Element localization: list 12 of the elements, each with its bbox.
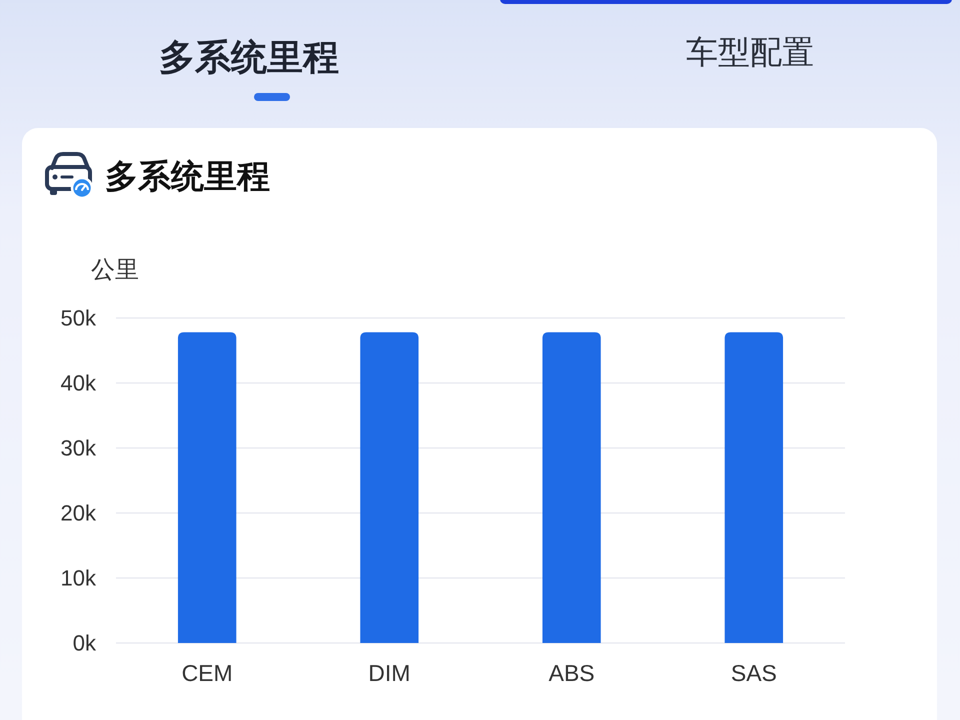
xtick-label: CEM bbox=[182, 660, 233, 686]
ytick-label: 20k bbox=[60, 500, 96, 526]
title: 多系统里程 bbox=[105, 158, 270, 194]
ytick-label: 30k bbox=[60, 436, 96, 460]
xtick-label: SAS bbox=[730, 660, 777, 686]
ytick-label: 10k bbox=[60, 566, 96, 590]
ytick-label: 50k bbox=[60, 306, 96, 330]
xtick-label: DIM bbox=[368, 660, 410, 686]
ytick-label: 40k bbox=[60, 370, 96, 396]
xtick-label: ABS bbox=[548, 660, 595, 686]
ytick-label: 0k bbox=[72, 630, 96, 656]
ylabel: 公里 bbox=[91, 256, 139, 284]
